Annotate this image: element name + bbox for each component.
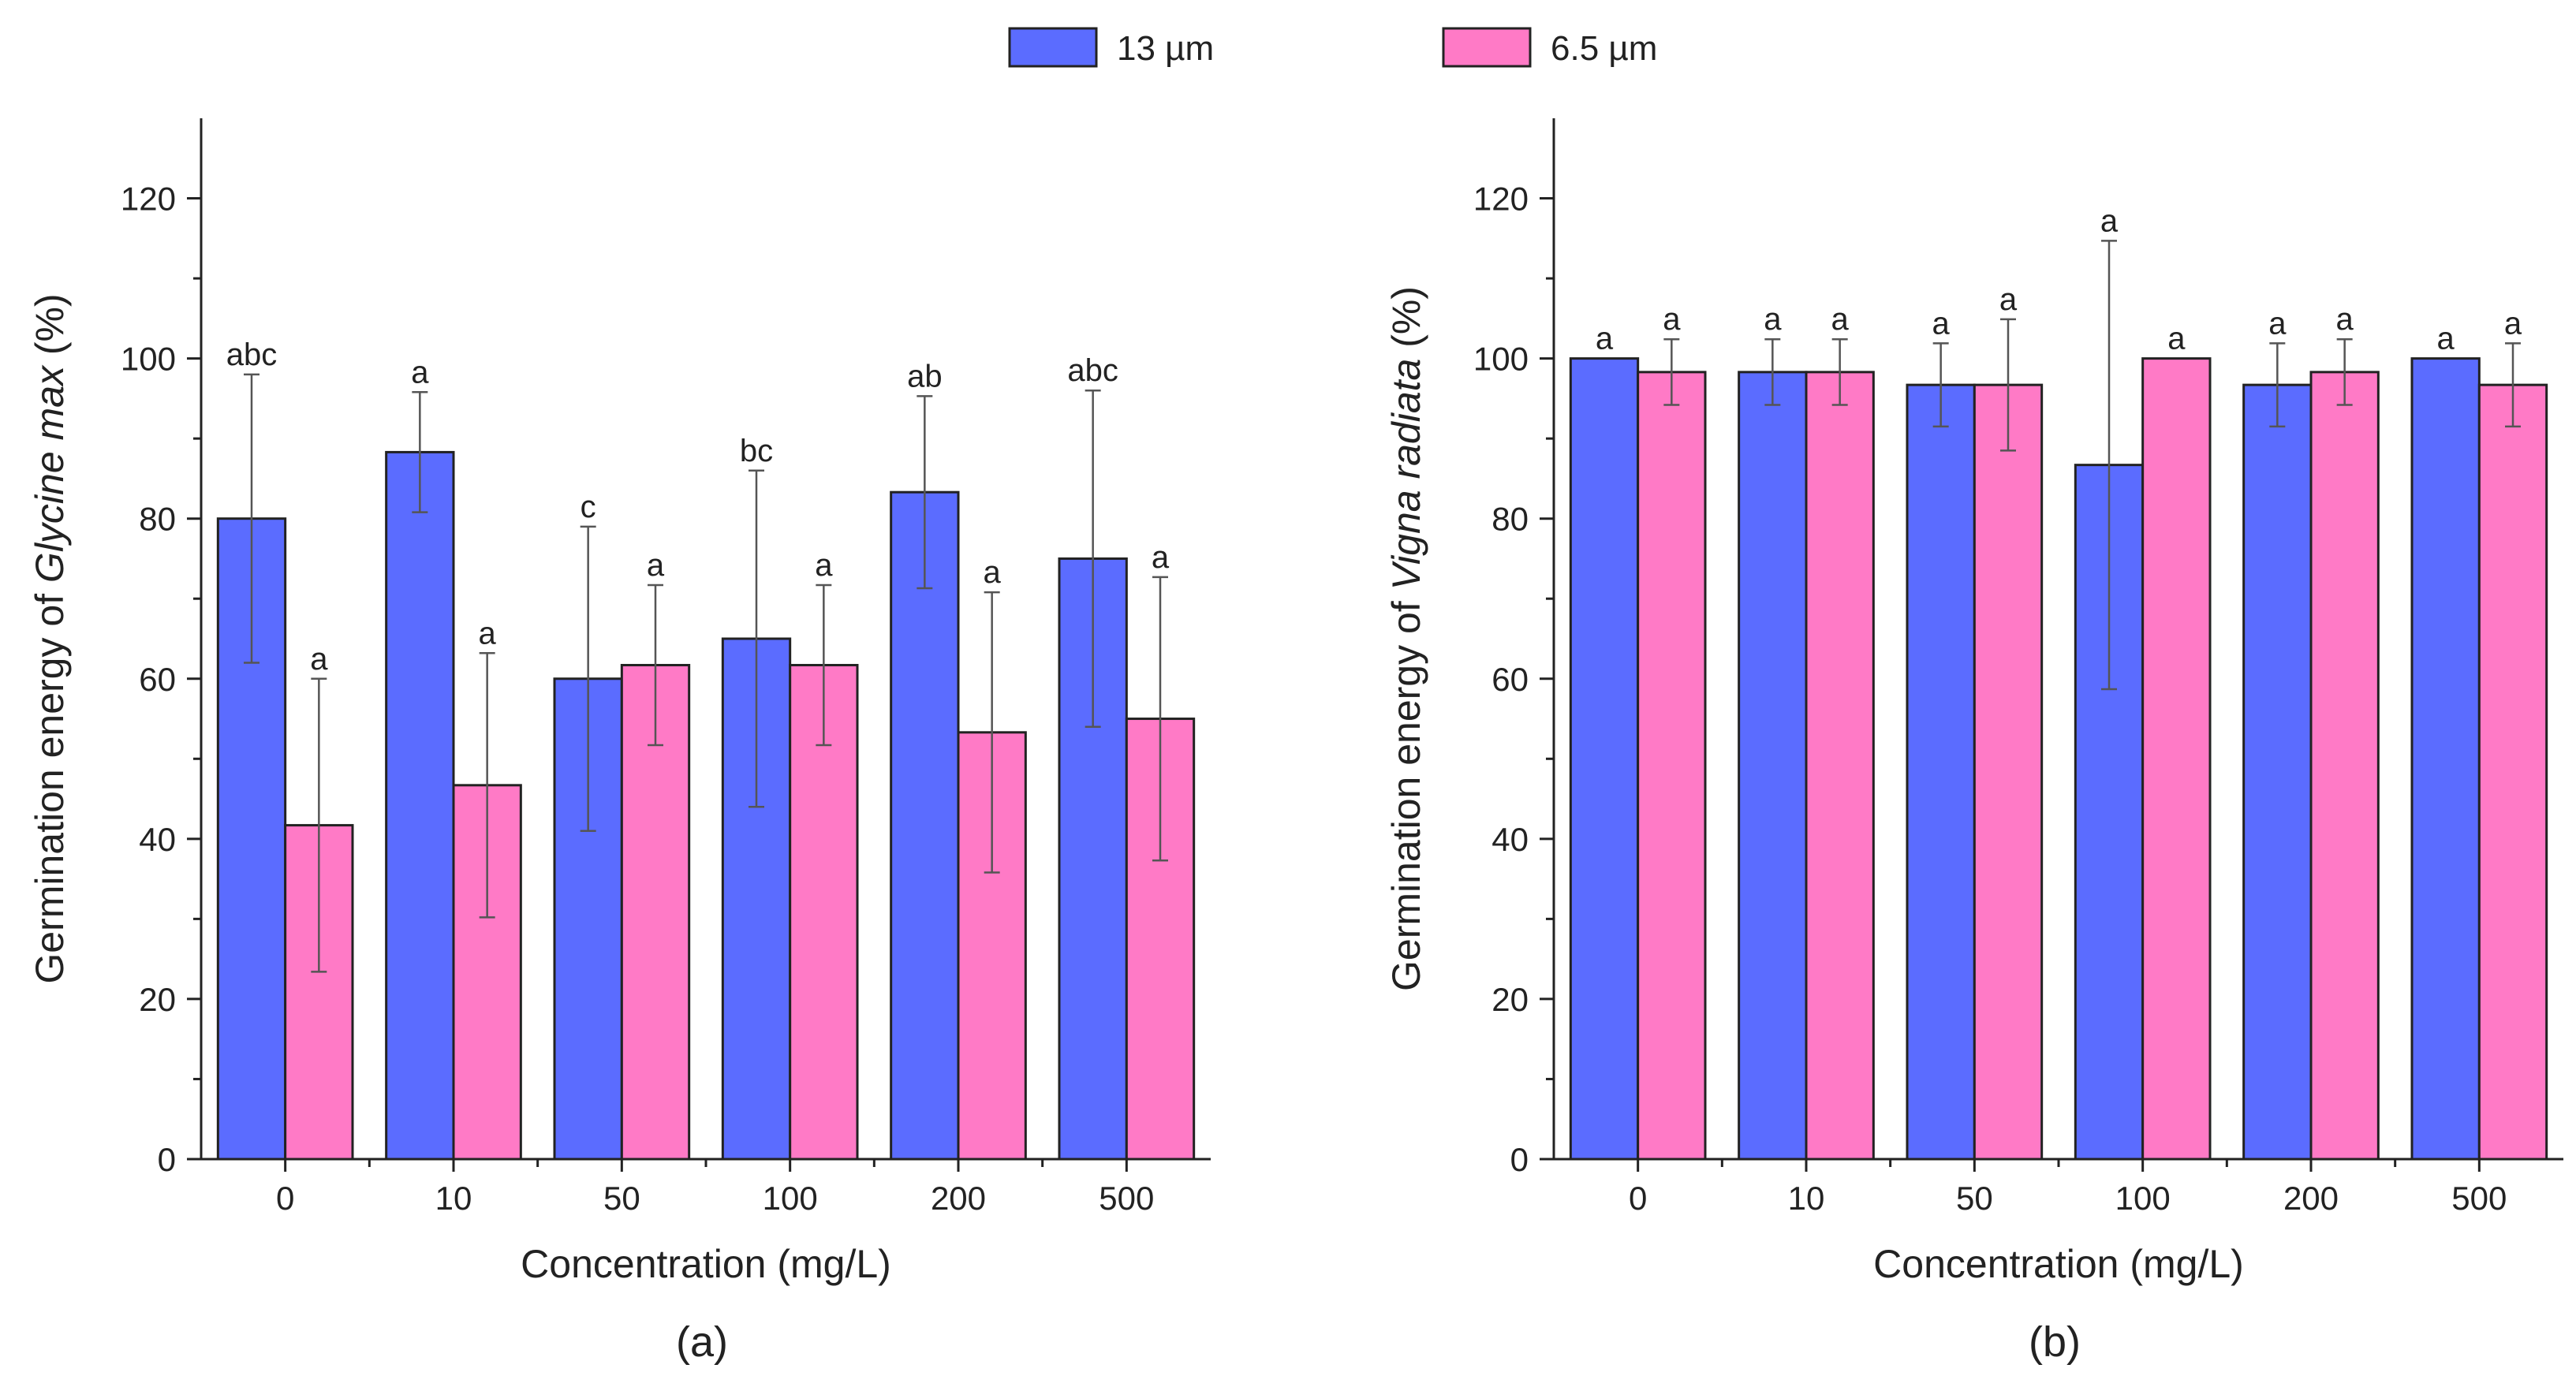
significance-letter: a	[647, 548, 665, 583]
significance-letter: a	[2167, 322, 2186, 356]
significance-letter: c	[581, 490, 596, 524]
significance-letter: a	[2100, 203, 2119, 238]
y-tick-label: 0	[1510, 1141, 1529, 1178]
significance-letter: a	[1932, 306, 1951, 341]
y-axis-title-part: (%)	[28, 293, 72, 366]
y-tick-label: 100	[121, 341, 176, 378]
legend-swatch-6-5um	[1442, 27, 1532, 68]
y-tick-label: 60	[1491, 661, 1529, 698]
y-axis-title-part: (%)	[1384, 286, 1428, 359]
significance-letter: abc	[1067, 353, 1118, 388]
x-tick-label: 50	[1956, 1180, 1993, 1217]
chart-panel-b: 0 20 40 60 80 100 120 0 a a 10 a a 50 a a 100 a a 200 a a 500 a…	[1384, 118, 2563, 1366]
y-tick-label: 80	[139, 501, 176, 538]
panel-label: (a)	[676, 1318, 728, 1366]
x-tick-label: 500	[2451, 1180, 2507, 1217]
x-tick-label: 200	[2283, 1180, 2339, 1217]
bar	[2242, 383, 2313, 1161]
significance-letter: a	[1831, 302, 1850, 337]
legend: 13 µm 6.5 µm	[1008, 27, 1657, 68]
y-tick-label: 120	[121, 181, 176, 218]
bar	[2477, 383, 2548, 1161]
significance-letter: a	[1152, 540, 1170, 575]
x-tick-label: 0	[276, 1180, 294, 1217]
significance-letter: a	[1764, 302, 1782, 337]
legend-label-13um: 13 µm	[1117, 29, 1214, 68]
significance-letter: a	[815, 548, 833, 583]
x-tick-label: 200	[931, 1180, 986, 1217]
panel-label: (b)	[2029, 1318, 2081, 1366]
significance-letter: ab	[907, 359, 943, 393]
y-axis-title: Germination energy of Glycine max (%)	[28, 293, 72, 983]
significance-letter: bc	[740, 434, 773, 468]
bar	[789, 664, 859, 1161]
bar	[1805, 371, 1875, 1161]
y-tick-label: 40	[1491, 821, 1529, 858]
significance-letter: a	[2504, 306, 2522, 341]
y-tick-label: 80	[1491, 501, 1529, 538]
bar	[2309, 371, 2380, 1161]
legend-swatch-13um	[1008, 27, 1098, 68]
significance-letter: a	[1663, 302, 1681, 337]
y-axis-title-part: Vigna radiata	[1384, 359, 1428, 591]
y-tick-label: 40	[139, 821, 176, 858]
y-tick-label: 60	[139, 661, 176, 698]
significance-letter: a	[1596, 322, 1614, 356]
x-tick-label: 100	[2115, 1180, 2171, 1217]
legend-label-6-5um: 6.5 µm	[1551, 29, 1657, 68]
bar	[1569, 357, 1640, 1161]
bar	[890, 490, 960, 1161]
x-tick-label: 10	[435, 1180, 472, 1217]
y-tick-label: 100	[1473, 341, 1529, 378]
y-tick-label: 20	[139, 981, 176, 1018]
x-tick-label: 0	[1629, 1180, 1647, 1217]
x-tick-label: 50	[603, 1180, 640, 1217]
y-axis-title-part: Germination energy of	[1384, 590, 1428, 991]
significance-letter: a	[411, 355, 429, 390]
x-tick-label: 100	[763, 1180, 818, 1217]
significance-letter: abc	[226, 337, 278, 372]
significance-letter: a	[310, 642, 328, 677]
x-tick-label: 500	[1099, 1180, 1154, 1217]
significance-letter: a	[479, 616, 497, 651]
x-axis-title: Concentration (mg/L)	[1873, 1242, 2244, 1286]
bar	[1906, 383, 1976, 1161]
significance-letter: a	[1999, 282, 2018, 317]
y-tick-label: 20	[1491, 981, 1529, 1018]
y-tick-label: 120	[1473, 181, 1529, 218]
bar	[385, 450, 455, 1161]
x-tick-label: 10	[1788, 1180, 1825, 1217]
y-axis-title-part: Glycine max	[28, 364, 72, 583]
bar	[1738, 371, 1808, 1161]
bar	[1637, 371, 1707, 1161]
significance-letter: a	[984, 555, 1002, 590]
y-axis-title-part: Germination energy of	[28, 583, 72, 984]
bar	[216, 517, 287, 1161]
significance-letter: a	[2437, 322, 2455, 356]
significance-letter: a	[2268, 306, 2287, 341]
y-tick-label: 0	[158, 1141, 176, 1178]
chart-panel-a: 0 20 40 60 80 100 120 0 abc a 10 a a 50 c a 100 bc a 200 ab a…	[28, 118, 1211, 1366]
x-axis-title: Concentration (mg/L)	[521, 1242, 891, 1286]
significance-letter: a	[2336, 302, 2354, 337]
bar	[2141, 357, 2212, 1161]
bar	[2410, 357, 2481, 1161]
y-axis-title: Germination energy of Vigna radiata (%)	[1384, 286, 1428, 991]
bar	[1973, 383, 2044, 1161]
